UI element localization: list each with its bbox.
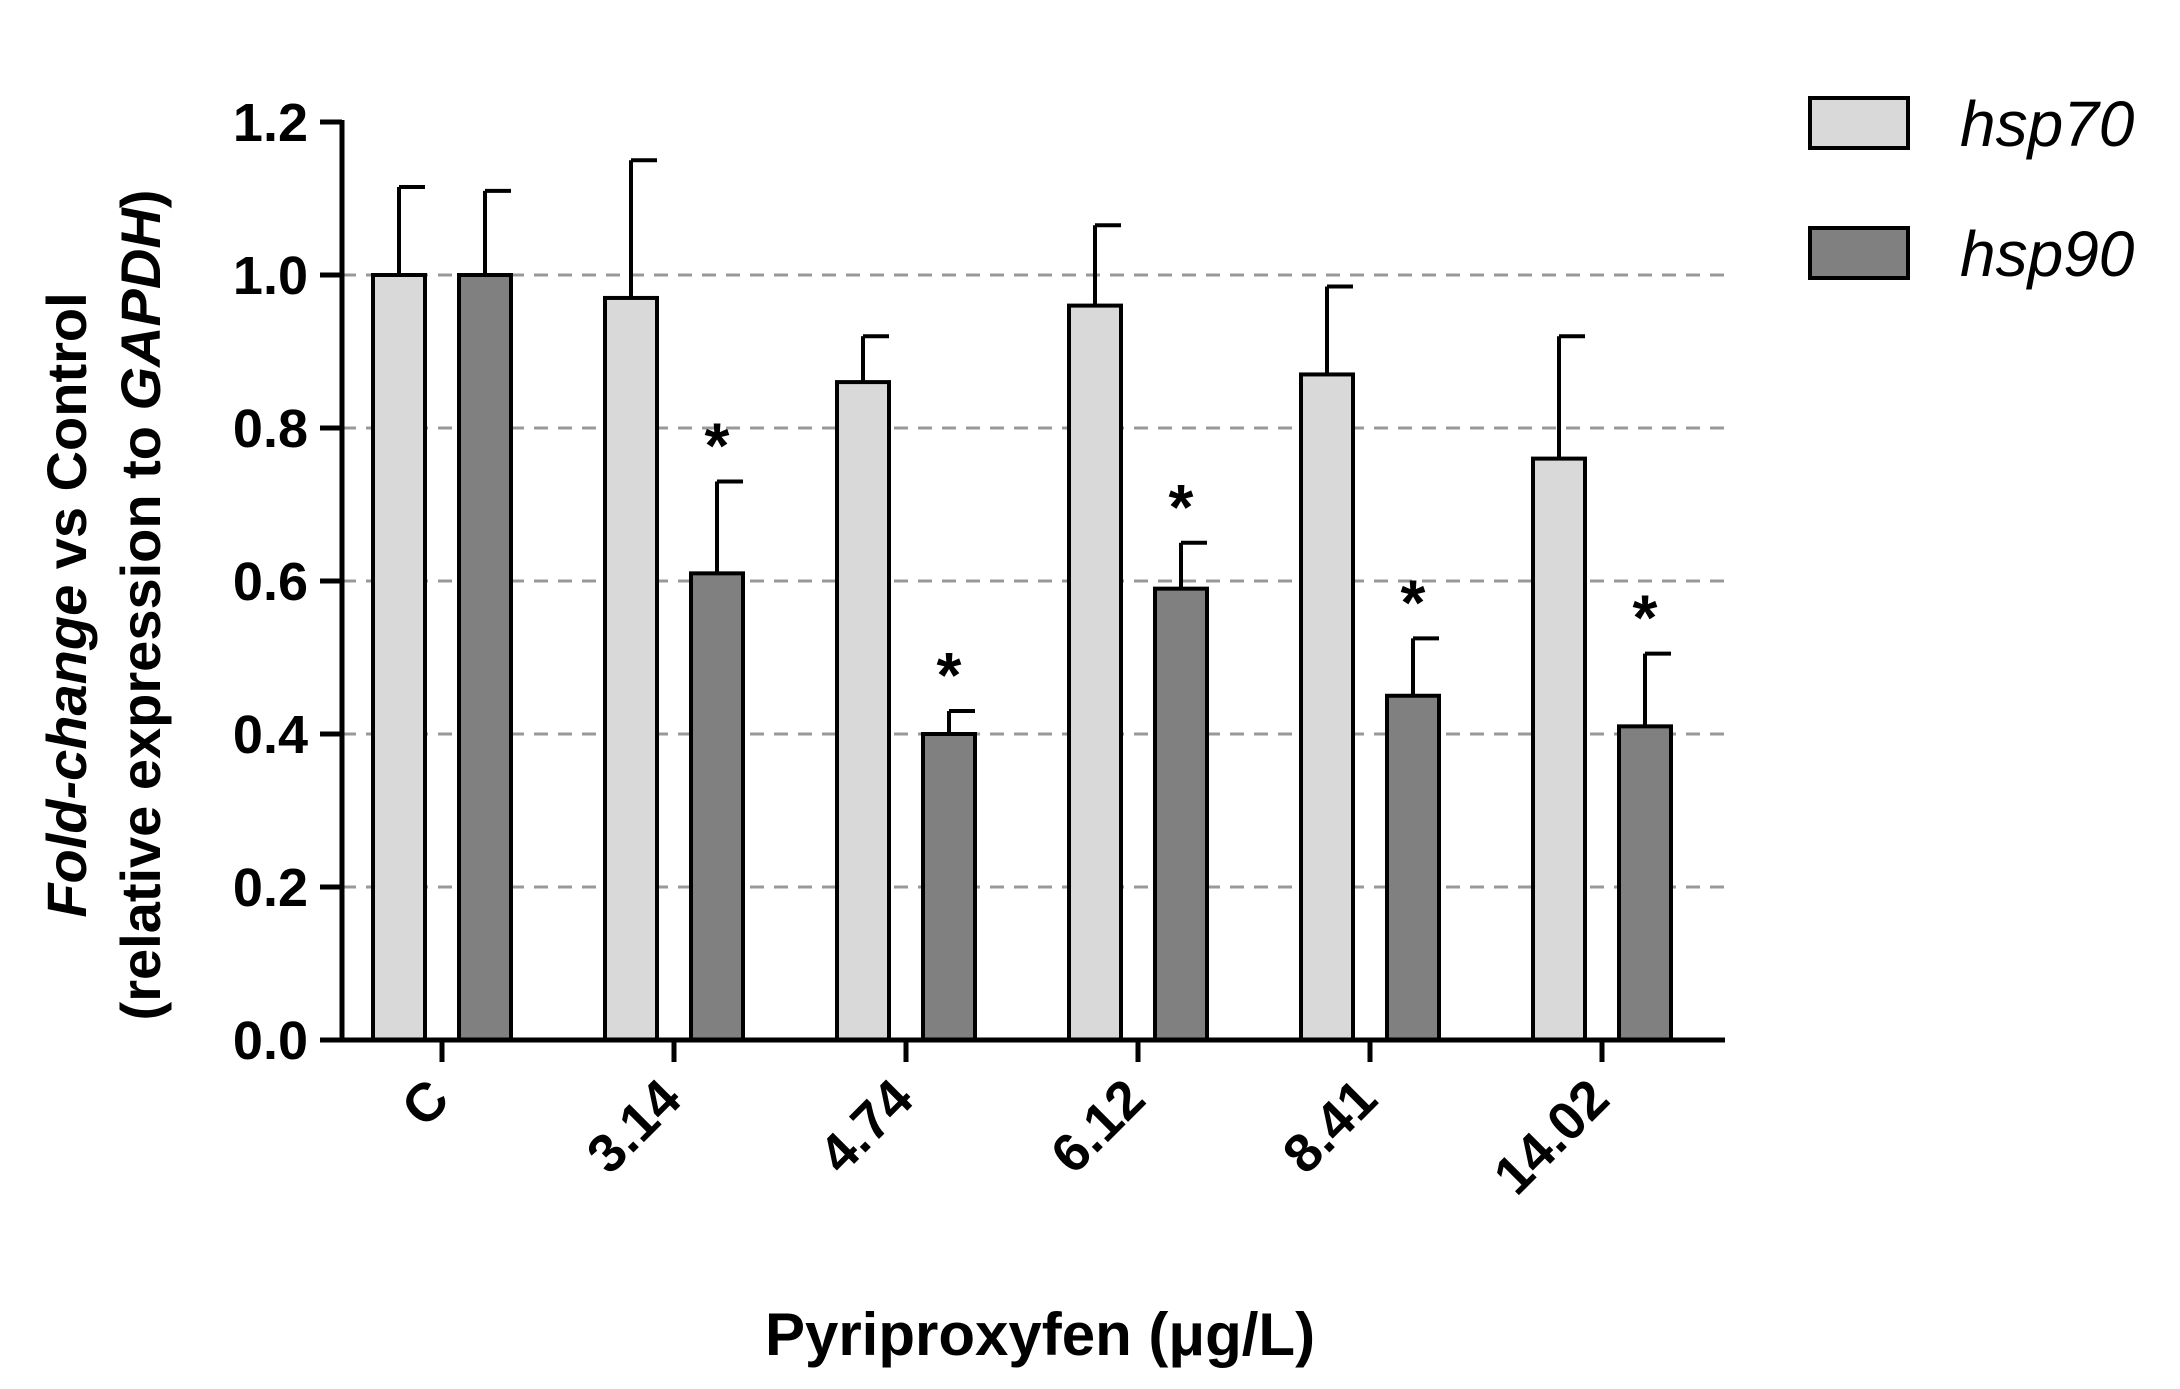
legend-label-hsp70: hsp70 (1960, 88, 2135, 160)
x-tick-label: 8.41 (1272, 1068, 1389, 1185)
significance-marker: * (1633, 582, 1658, 654)
legend-swatch-hsp70 (1808, 96, 1910, 150)
y-tick-label: 0.6 (233, 552, 308, 612)
bar-hsp70-8.41 (1299, 372, 1355, 1042)
significance-marker: * (1169, 471, 1194, 543)
legend: hsp70 hsp90 (1808, 88, 2135, 290)
y-tick-label: 1.2 (233, 93, 308, 153)
axes: 0.0 0.2 0.4 0.6 0.8 1.0 1.2 C 3.14 4.74 6.12 8.41 14… (233, 93, 1725, 1206)
x-tick-label: 14.02 (1483, 1068, 1621, 1206)
significance-marker: * (705, 410, 730, 482)
significance-marker: * (1401, 566, 1426, 638)
legend-label-hsp90: hsp90 (1960, 218, 2135, 290)
gridlines (342, 273, 1725, 889)
bars: * * * * * (371, 158, 1673, 1043)
x-tick-label: 6.12 (1040, 1068, 1157, 1185)
bar-hsp70-6.12 (1067, 303, 1123, 1043)
y-tick-label: 0.0 (233, 1011, 308, 1071)
significance-marker: * (937, 639, 962, 711)
x-tick-label: 3.14 (576, 1068, 693, 1185)
legend-swatch-hsp90 (1808, 226, 1910, 280)
bar-hsp90-14.02 (1617, 724, 1673, 1042)
bar-hsp70-14.02 (1531, 456, 1587, 1043)
x-tick-label: C (390, 1068, 460, 1138)
y-axis-label-line2: (relative expression to GAPDH) (109, 190, 172, 1021)
y-axis-label-line1: Fold-change vs Control (35, 292, 98, 917)
bar-hsp90-3.14 (689, 571, 745, 1042)
bar-hsp90-C (457, 273, 513, 1042)
x-axis-title: Pyriproxyfen (μg/L) (765, 1301, 1315, 1368)
y-tick-label: 0.4 (233, 705, 308, 765)
bar-hsp70-4.74 (835, 380, 891, 1043)
y-tick-label: 1.0 (233, 246, 308, 306)
bar-hsp90-8.41 (1385, 693, 1441, 1042)
y-tick-label: 0.2 (233, 858, 308, 918)
bar-hsp70-3.14 (603, 295, 659, 1042)
bar-hsp90-6.12 (1153, 586, 1209, 1043)
bar-hsp90-4.74 (921, 732, 977, 1042)
bar-hsp70-C (371, 273, 427, 1042)
y-tick-label: 0.8 (233, 399, 308, 459)
x-tick-label: 4.74 (808, 1068, 925, 1185)
